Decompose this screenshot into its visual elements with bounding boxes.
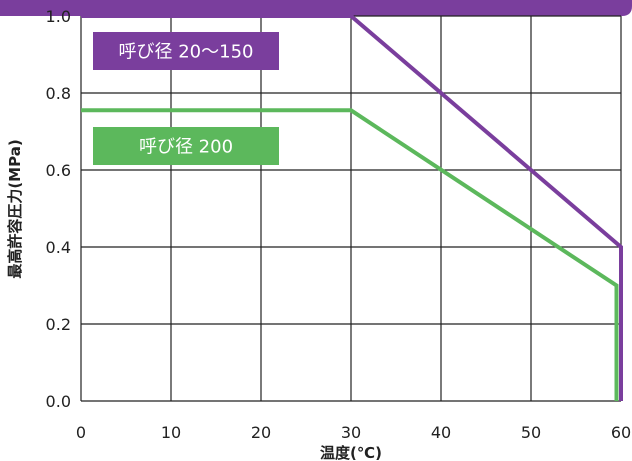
x-tick-label-6: 60 xyxy=(611,423,631,442)
legend: 呼び径 20〜150 呼び径 200 xyxy=(93,32,279,165)
series-lines xyxy=(81,14,623,401)
x-tick-label-0: 0 xyxy=(76,423,86,442)
x-tick-label-5: 50 xyxy=(521,423,541,442)
top-band xyxy=(0,0,632,16)
legend-box-1 xyxy=(93,32,279,70)
y-tick-label-4: 0.8 xyxy=(46,84,71,103)
y-axis-label: 最高許容圧力(MPa) xyxy=(6,139,24,278)
x-tick-label-4: 40 xyxy=(431,423,451,442)
series-line-2 xyxy=(81,108,619,401)
x-tick-label-1: 10 xyxy=(161,423,181,442)
legend-label-1: 呼び径 20〜150 xyxy=(119,42,254,63)
legend-box-2 xyxy=(93,127,279,165)
y-tick-label-3: 0.6 xyxy=(46,161,71,180)
y-tick-label-2: 0.4 xyxy=(46,238,71,257)
x-tick-label-3: 30 xyxy=(341,423,361,442)
top-frame-band xyxy=(0,0,632,16)
y-tick-label-5: 1.0 xyxy=(46,7,71,26)
series-line-1 xyxy=(81,14,623,401)
x-axis-label: 温度(℃) xyxy=(320,444,382,461)
legend-label-2: 呼び径 200 xyxy=(139,137,233,158)
y-tick-label-1: 0.2 xyxy=(46,315,71,334)
y-tick-label-0: 0.0 xyxy=(46,392,71,411)
x-tick-label-2: 20 xyxy=(251,423,271,442)
tick-labels: 0 10 20 30 40 50 60 0.0 0.2 0.4 0.6 0.8 1.0 xyxy=(46,7,632,442)
